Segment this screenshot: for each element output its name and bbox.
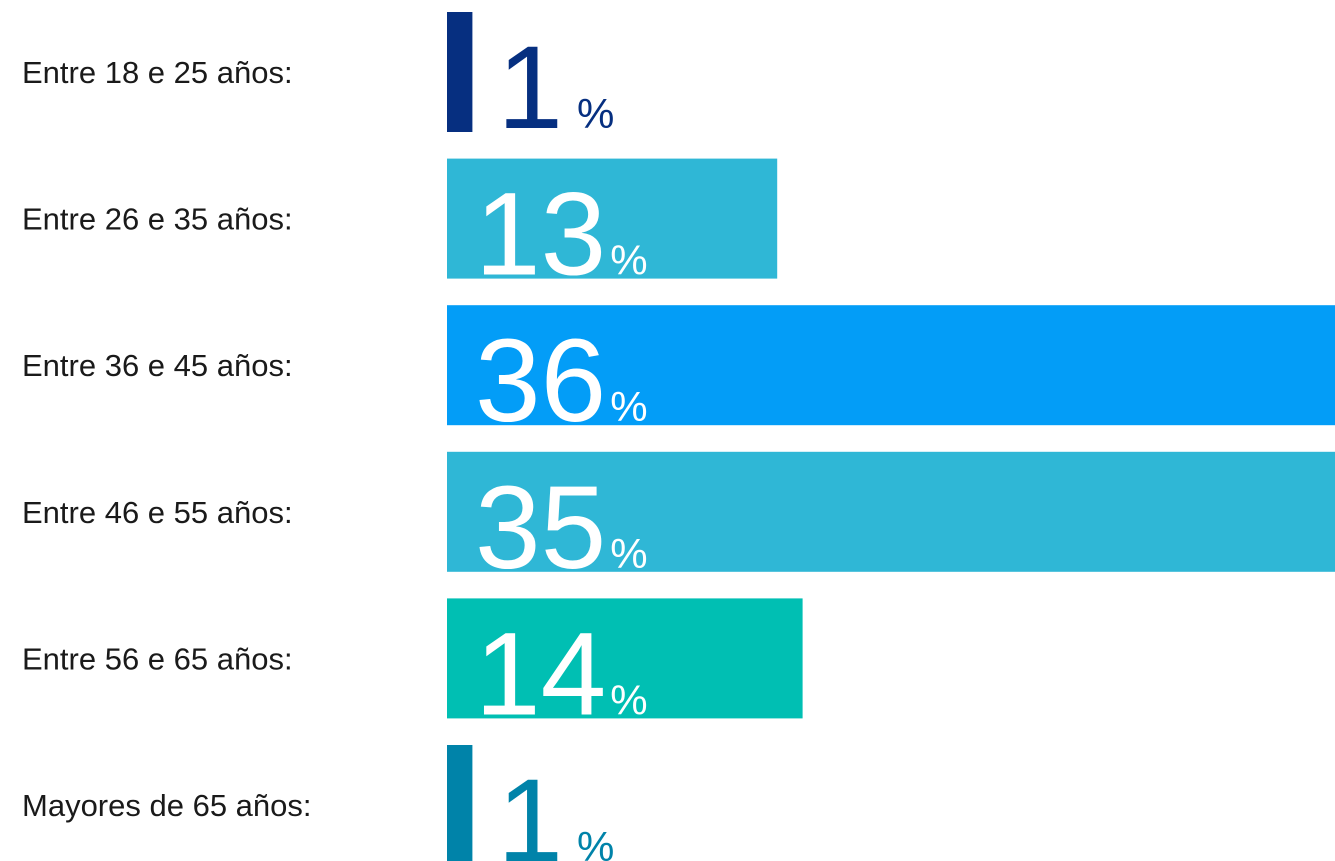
bar bbox=[447, 598, 803, 719]
bar bbox=[447, 12, 473, 132]
bar bbox=[447, 745, 473, 861]
value-number: 36 bbox=[475, 315, 606, 447]
bar bbox=[447, 451, 1335, 572]
value-unit: % bbox=[610, 383, 647, 430]
value-label: 36% bbox=[475, 315, 648, 447]
category-label: Entre 46 e 55 años: bbox=[22, 495, 293, 530]
category-label: Entre 26 e 35 años: bbox=[22, 202, 293, 237]
bar bbox=[447, 305, 1335, 426]
value-number: 35 bbox=[475, 462, 606, 594]
value-unit: % bbox=[610, 237, 647, 284]
category-label: Entre 36 e 45 años: bbox=[22, 348, 293, 383]
bar bbox=[447, 158, 778, 279]
value-number: 13 bbox=[475, 169, 606, 301]
value-label: 1% bbox=[497, 755, 614, 861]
value-number: 1 bbox=[497, 22, 563, 154]
value-unit: % bbox=[610, 676, 647, 723]
value-label: 13% bbox=[475, 169, 648, 301]
value-unit: % bbox=[610, 530, 647, 577]
category-label: Mayores de 65 años: bbox=[22, 788, 312, 823]
value-label: 35% bbox=[475, 462, 648, 594]
value-label: 14% bbox=[475, 608, 648, 740]
value-unit: % bbox=[577, 823, 614, 861]
value-number: 1 bbox=[497, 755, 563, 861]
category-label: Entre 56 e 65 años: bbox=[22, 641, 293, 676]
value-number: 14 bbox=[475, 608, 606, 740]
value-label: 1% bbox=[497, 22, 614, 154]
category-label: Entre 18 e 25 años: bbox=[22, 55, 293, 90]
value-unit: % bbox=[577, 90, 614, 137]
